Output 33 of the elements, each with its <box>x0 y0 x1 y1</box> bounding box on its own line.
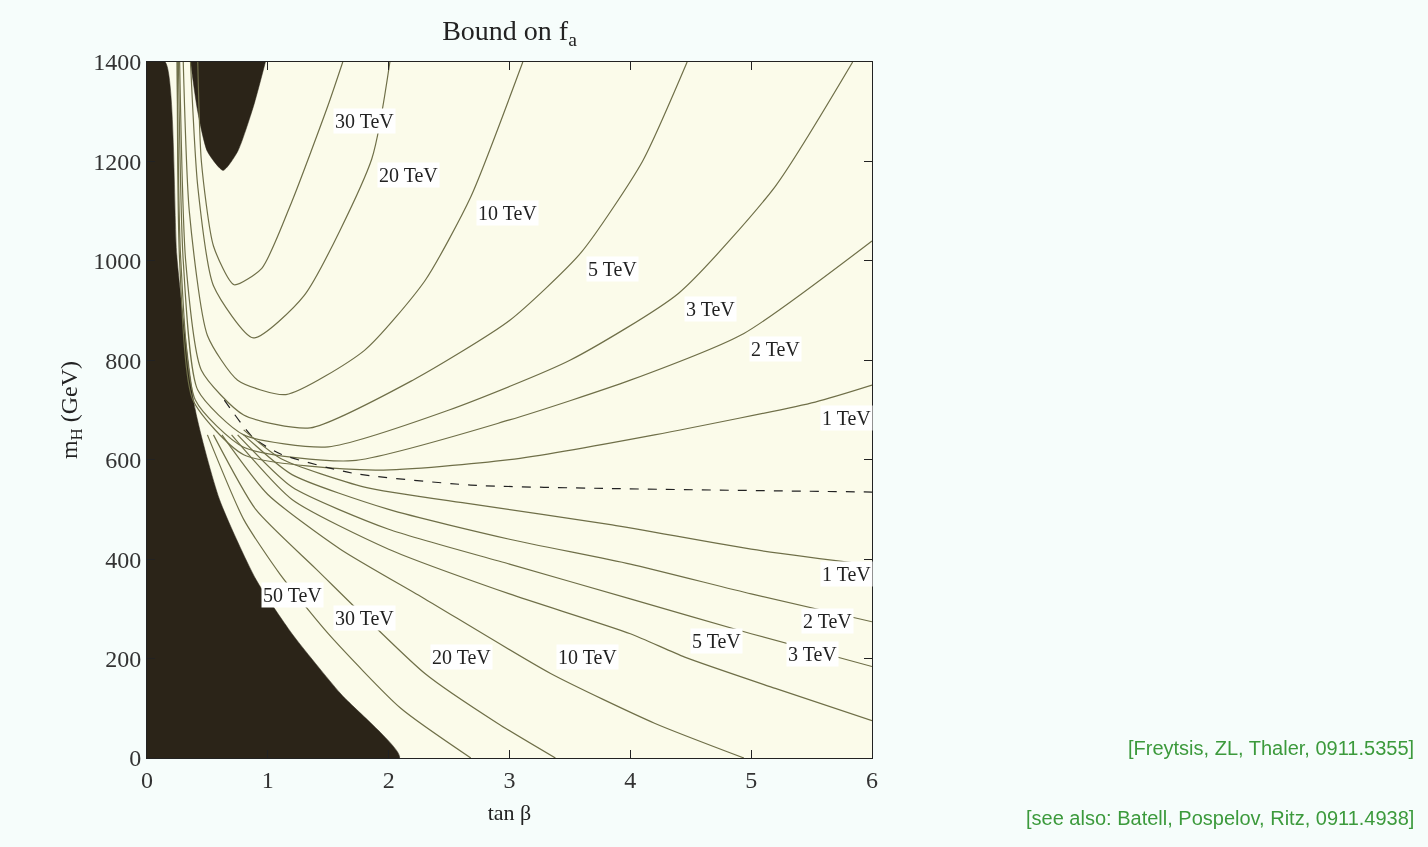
y-tick-label: 200 <box>105 645 142 672</box>
text: [Freytsis, ZL, Thaler, 0911.5355] <box>1128 737 1415 759</box>
annotation: 10 TeV <box>478 202 538 224</box>
x-axis-title: tan β <box>487 799 532 825</box>
y-tick-label: 800 <box>105 347 142 374</box>
annotation: 3 TeV <box>686 298 736 320</box>
y-tick-label: 1400 <box>93 49 142 76</box>
annotation: 10 TeV <box>558 646 618 668</box>
annotation: 1 TeV <box>822 407 872 429</box>
annotation: 1 TeV <box>822 563 872 585</box>
text: [see also: Batell, Pospelov, Ritz, 0911.4938] <box>1026 807 1415 829</box>
annotation: 3 TeV <box>788 643 838 665</box>
x-tick-label: 6 <box>866 766 878 793</box>
annotation: 50 TeV <box>263 584 323 606</box>
x-tick-label: 2 <box>382 766 395 793</box>
x-tick-label: 4 <box>624 766 637 793</box>
x-tick-label: 3 <box>503 766 516 793</box>
annotation: 2 TeV <box>803 610 853 632</box>
annotation: 2 TeV <box>751 338 801 360</box>
annotation: 30 TeV <box>335 110 395 132</box>
chart-title: Bound on f$_{a}$ <box>442 14 578 50</box>
annotation: 20 TeV <box>379 164 439 186</box>
annotation: 5 TeV <box>588 258 638 280</box>
y-tick-label: 0 <box>129 745 142 772</box>
annotation: 30 TeV <box>335 607 395 629</box>
annotation: 5 TeV <box>692 630 742 652</box>
y-tick-label: 1000 <box>93 248 142 275</box>
x-tick-label: 5 <box>745 766 758 793</box>
y-tick-label: 600 <box>105 447 142 474</box>
x-tick-label: 1 <box>261 766 274 793</box>
y-tick-label: 1200 <box>93 148 142 175</box>
y-tick-label: 400 <box>105 546 142 573</box>
annotation: 20 TeV <box>432 646 492 668</box>
